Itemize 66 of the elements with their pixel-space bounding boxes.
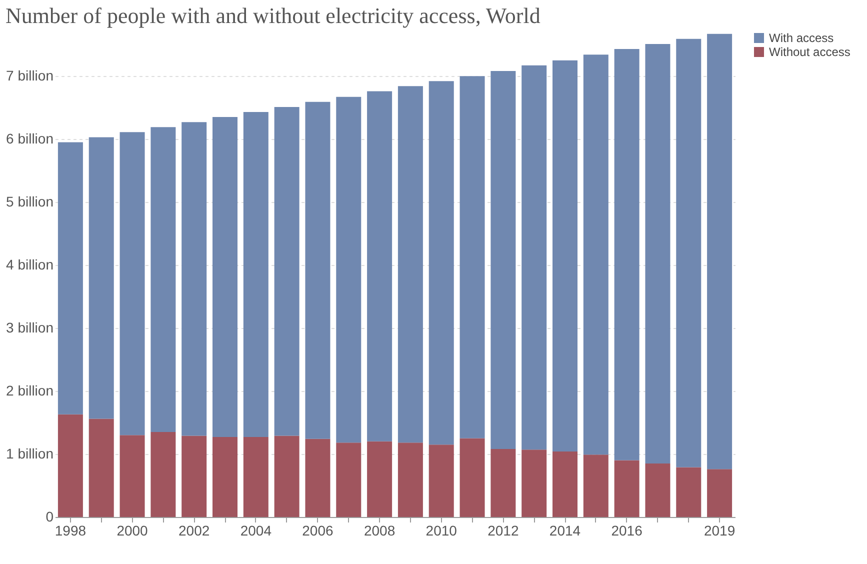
- bar: [490, 71, 516, 449]
- x-tick-label: 2002: [178, 522, 210, 538]
- bar: [243, 437, 268, 517]
- bar: [676, 38, 702, 468]
- bar: [707, 34, 732, 470]
- bar: [274, 106, 300, 436]
- legend-label: With access: [769, 31, 834, 45]
- bar: [367, 91, 392, 442]
- bar: [614, 460, 640, 517]
- x-tick-label: 2012: [488, 522, 519, 538]
- bar: [522, 65, 547, 450]
- bar: [583, 454, 608, 517]
- bar: [676, 467, 702, 517]
- bar: [707, 469, 732, 517]
- x-tick-label: 1998: [54, 522, 86, 538]
- bar: [243, 112, 268, 438]
- bar: [583, 54, 608, 455]
- bar: [428, 444, 454, 517]
- bar: [367, 441, 392, 517]
- bar: [398, 442, 423, 517]
- bar: [88, 418, 114, 517]
- x-tick-label: 2016: [611, 522, 643, 538]
- bar: [212, 117, 238, 438]
- bar: [428, 81, 454, 445]
- bar: [150, 432, 176, 517]
- bar: [336, 442, 362, 517]
- bar: [212, 437, 238, 517]
- bar: [614, 49, 640, 460]
- bar: [120, 435, 145, 517]
- bar: [182, 436, 207, 517]
- y-tick-label: 1 billion: [6, 446, 54, 462]
- bar: [150, 127, 176, 432]
- bar: [58, 414, 83, 517]
- bar: [336, 96, 362, 443]
- y-tick-label: 3 billion: [6, 320, 54, 336]
- x-tick-label: 2010: [426, 522, 458, 538]
- bar: [645, 463, 670, 517]
- bar: [552, 60, 578, 452]
- x-tick-label: 2014: [549, 522, 581, 538]
- y-tick-label: 4 billion: [6, 256, 54, 273]
- chart-title: Number of people with and without electricity access, World: [6, 3, 540, 28]
- bar: [522, 450, 547, 517]
- bar: [88, 137, 114, 419]
- y-tick-label: 2 billion: [6, 382, 54, 399]
- bar: [552, 451, 578, 517]
- y-tick-label: 0: [46, 508, 54, 524]
- x-tick-label: 2006: [302, 522, 334, 538]
- bar: [305, 438, 330, 517]
- x-tick-label: 2019: [704, 522, 736, 538]
- y-tick-label: 6 billion: [6, 130, 54, 147]
- bar: [460, 76, 485, 438]
- bar: [460, 438, 485, 517]
- x-tick-label: 2000: [116, 522, 148, 538]
- x-tick-label: 2004: [240, 522, 272, 538]
- bar: [398, 86, 423, 443]
- y-tick-label: 7 billion: [6, 68, 54, 84]
- legend-label: Without access: [769, 45, 850, 59]
- bar: [182, 122, 207, 436]
- y-tick-label: 5 billion: [6, 194, 54, 210]
- x-tick-label: 2008: [364, 522, 396, 538]
- bar: [58, 142, 83, 414]
- bar: [490, 448, 516, 517]
- bar: [274, 436, 300, 517]
- bar: [120, 132, 145, 436]
- bar: [645, 44, 670, 464]
- bar: [305, 102, 330, 439]
